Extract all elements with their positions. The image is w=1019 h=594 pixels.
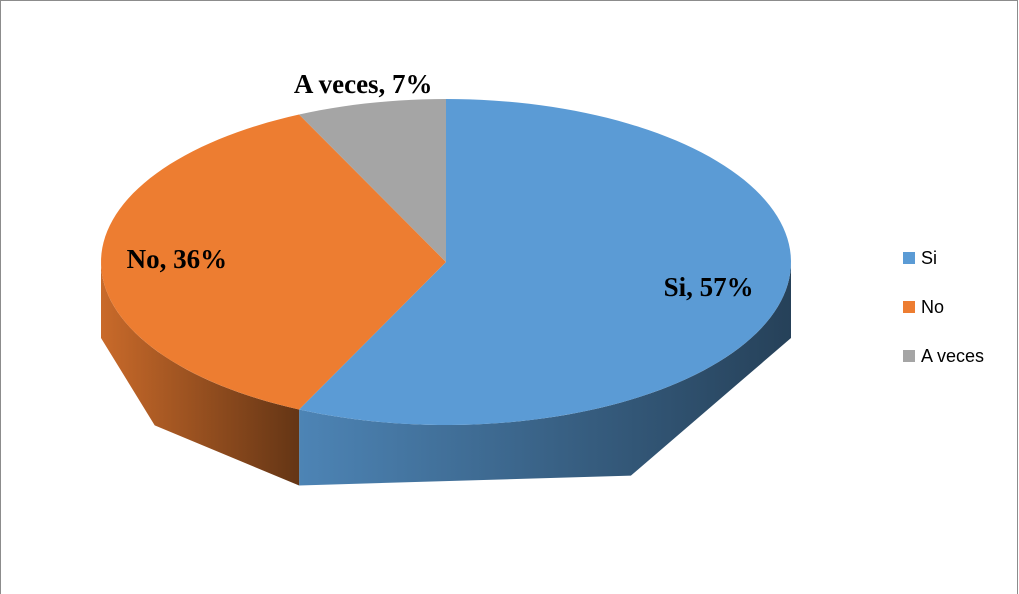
data-labels: Si, 57% No, 36% A veces, 7% <box>127 69 754 302</box>
data-label: No, 36% <box>127 244 228 274</box>
slice <box>299 99 791 425</box>
slice-side <box>101 262 300 486</box>
slice-side <box>299 262 791 486</box>
data-label: A veces, 7% <box>294 69 433 99</box>
legend: Si No A veces <box>903 248 984 366</box>
pie-tops <box>101 99 791 425</box>
legend-swatch <box>903 350 915 362</box>
legend-swatch <box>903 252 915 264</box>
legend-label: No <box>921 297 944 317</box>
legend-label: Si <box>921 248 937 268</box>
legend-label: A veces <box>921 346 984 366</box>
data-label: Si, 57% <box>664 272 754 302</box>
slice <box>299 99 446 262</box>
legend-swatch <box>903 301 915 313</box>
pie-sides <box>101 262 791 486</box>
slice <box>101 114 447 410</box>
